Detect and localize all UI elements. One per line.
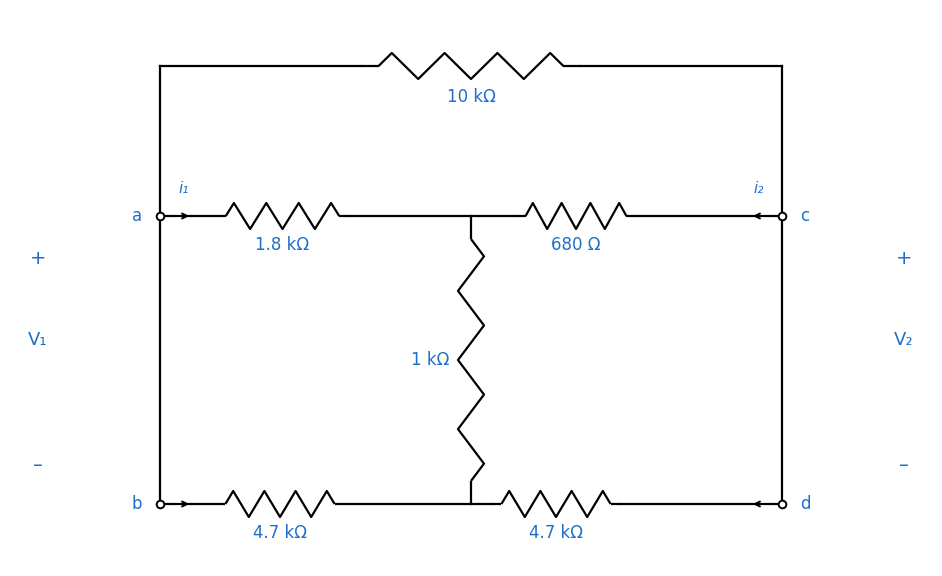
Text: –: – <box>33 457 43 476</box>
Text: a: a <box>132 207 142 225</box>
Text: i₂: i₂ <box>754 181 764 196</box>
Text: 1.8 kΩ: 1.8 kΩ <box>255 236 310 254</box>
Text: d: d <box>800 495 810 513</box>
Text: V₁: V₁ <box>28 331 48 349</box>
Text: 680 Ω: 680 Ω <box>551 236 601 254</box>
Text: i₁: i₁ <box>178 181 188 196</box>
Text: 10 kΩ: 10 kΩ <box>447 88 495 106</box>
Text: c: c <box>800 207 809 225</box>
Text: V₂: V₂ <box>894 331 914 349</box>
Text: +: + <box>896 248 912 267</box>
Text: –: – <box>899 457 909 476</box>
Text: +: + <box>30 248 46 267</box>
Text: 4.7 kΩ: 4.7 kΩ <box>529 524 583 542</box>
Text: 1 kΩ: 1 kΩ <box>411 351 449 369</box>
Text: 4.7 kΩ: 4.7 kΩ <box>253 524 307 542</box>
Text: b: b <box>132 495 142 513</box>
